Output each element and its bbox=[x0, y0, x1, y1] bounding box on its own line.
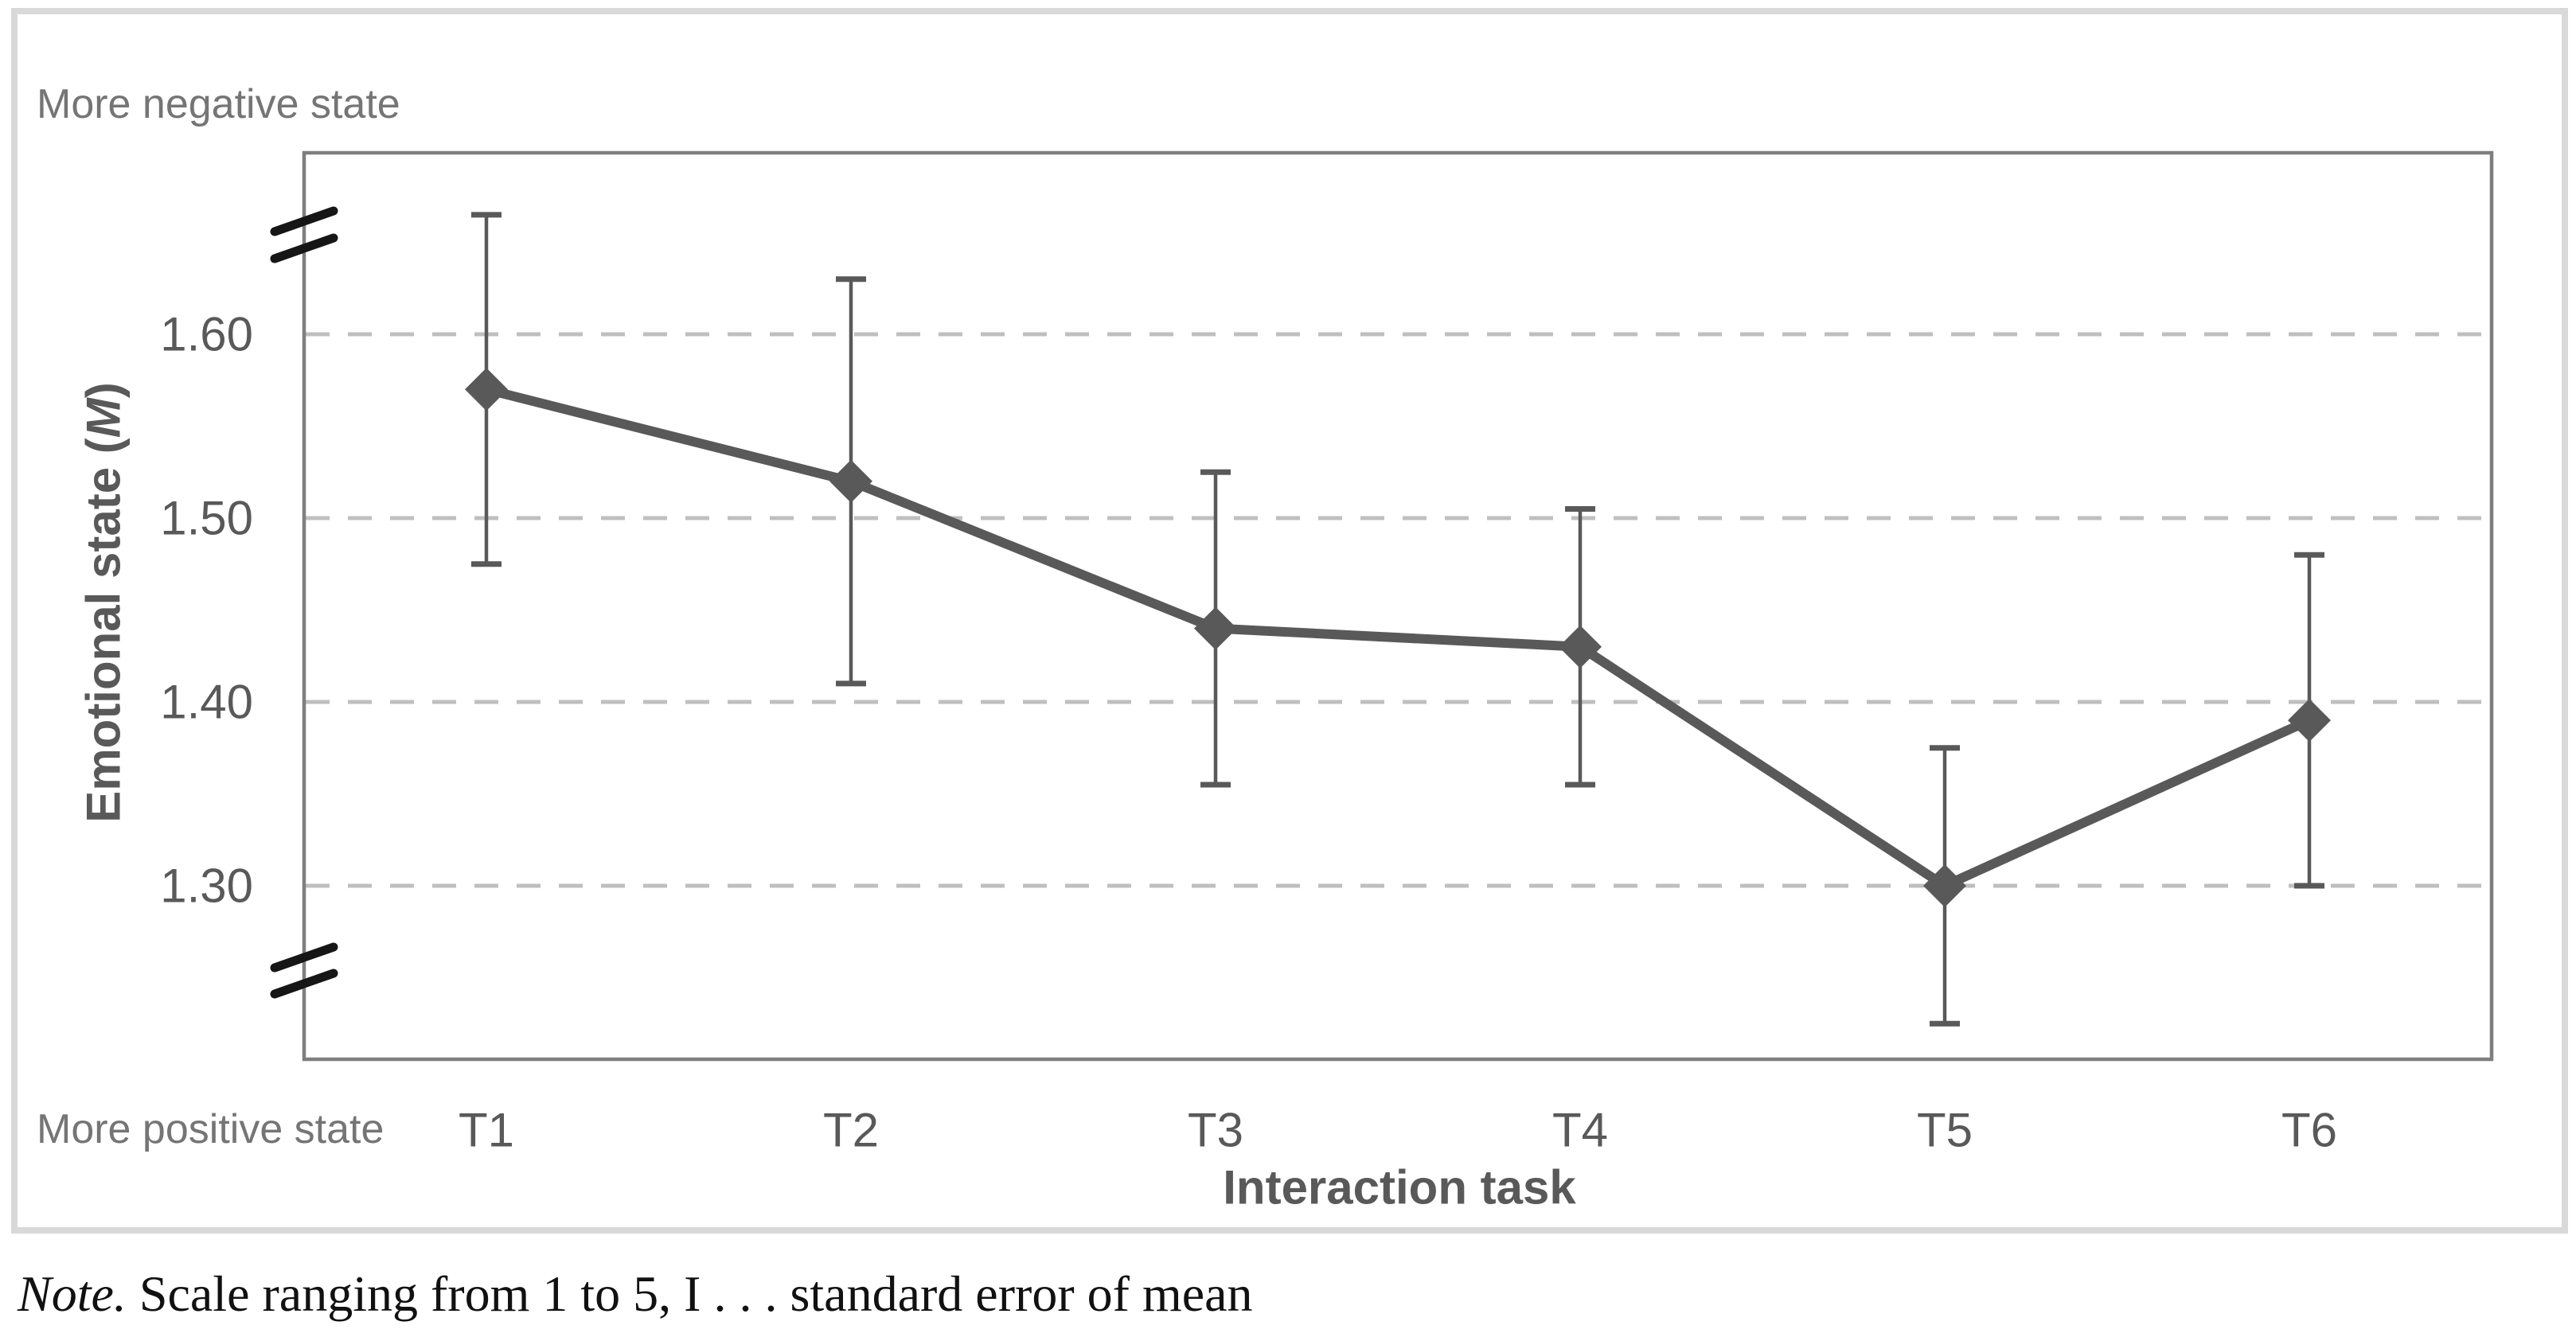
xtick-label-T2: T2 bbox=[822, 1103, 880, 1157]
marker-T2 bbox=[829, 459, 872, 503]
figure-note: Note. Scale ranging from 1 to 5, I . . .… bbox=[18, 1265, 1253, 1323]
ytick-label-1.50: 1.50 bbox=[160, 491, 253, 545]
marker-T5 bbox=[1923, 864, 1966, 907]
x-axis-title: Interaction task bbox=[1223, 1160, 1576, 1214]
xtick-label-T4: T4 bbox=[1551, 1103, 1609, 1157]
series-line bbox=[482, 384, 2314, 891]
axis-break-top-slash-2 bbox=[270, 233, 338, 263]
xtick-label-T3: T3 bbox=[1187, 1103, 1244, 1157]
marker-T6 bbox=[2288, 699, 2331, 743]
axis-break-top-slash-1 bbox=[270, 206, 338, 236]
figure-card bbox=[11, 8, 2568, 1234]
ytick-label-1.40: 1.40 bbox=[160, 675, 253, 729]
ytick-label-1.30: 1.30 bbox=[160, 859, 253, 913]
marker-T4 bbox=[1559, 625, 1602, 669]
axis-break-bottom-slash-1 bbox=[270, 942, 338, 973]
note-body: Scale ranging from 1 to 5, I . . . stand… bbox=[126, 1265, 1253, 1322]
y-axis-title: Emotional state (M) bbox=[76, 382, 131, 822]
xtick-label-T6: T6 bbox=[2281, 1103, 2338, 1157]
y-axis-title-suffix: ) bbox=[76, 382, 131, 399]
top-left-annotation: More negative state bbox=[37, 81, 400, 127]
marker-T1 bbox=[465, 368, 508, 411]
marker-T3 bbox=[1194, 606, 1237, 650]
ytick-label-1.60: 1.60 bbox=[160, 307, 253, 361]
y-axis-title-emphasis: M bbox=[76, 398, 131, 439]
bottom-left-annotation: More positive state bbox=[37, 1106, 384, 1152]
plot-frame bbox=[302, 150, 2494, 1062]
axis-break-bottom-slash-2 bbox=[270, 969, 338, 999]
xtick-label-T1: T1 bbox=[458, 1103, 515, 1157]
note-prefix: Note. bbox=[18, 1265, 127, 1322]
xtick-label-T5: T5 bbox=[1916, 1103, 1973, 1157]
